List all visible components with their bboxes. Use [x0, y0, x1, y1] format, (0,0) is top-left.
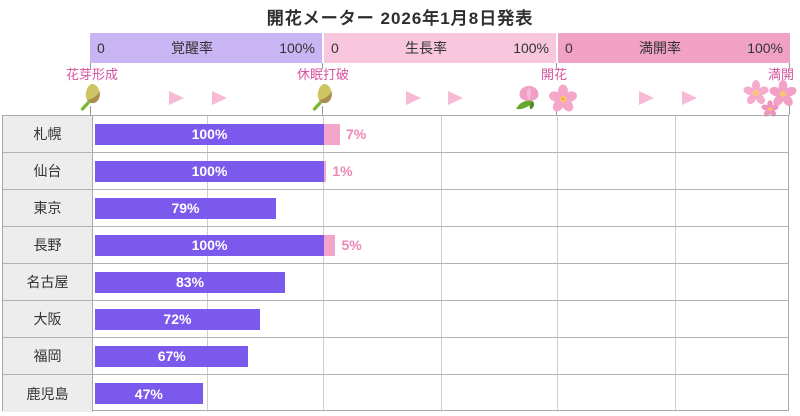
city-label: 福岡: [3, 338, 93, 374]
scale-min-label: 0: [565, 40, 573, 56]
city-label: 名古屋: [3, 264, 93, 300]
awakening-bar-label: 100%: [191, 237, 228, 253]
table-row: 大阪 72%: [3, 301, 788, 338]
axis-tick: [789, 106, 790, 115]
awakening-bar: 67%: [95, 345, 249, 367]
fullbloom-scale-bar: 0 満開率 100%: [558, 33, 790, 63]
table-row: 仙台 100% 1%: [3, 153, 788, 190]
table-row: 鹿児島 47%: [3, 375, 788, 412]
scale-name: 満開率: [638, 40, 681, 56]
table-row: 長野 100% 5%: [3, 227, 788, 264]
row-chart-area: 83%: [93, 264, 788, 300]
stage-label-dormancy-break: 休眠打破: [296, 67, 350, 82]
row-chart-area: 79%: [93, 190, 788, 226]
scale-min-label: 0: [331, 40, 339, 56]
awakening-bar: 100%: [95, 123, 324, 145]
awakening-bar-label: 72%: [163, 311, 192, 327]
stage-label-flowering: 開花: [540, 67, 568, 82]
city-label: 鹿児島: [3, 375, 93, 412]
growth-scale-bar: 0 生長率 100%: [324, 33, 556, 63]
scale-name: 生長率: [404, 40, 447, 56]
row-chart-area: 100% 1%: [93, 153, 788, 189]
city-label: 大阪: [3, 301, 93, 337]
arrow-right-icon: [406, 91, 421, 105]
awakening-bar-label: 100%: [191, 126, 228, 142]
table-row: 東京 79%: [3, 190, 788, 227]
cherry-blossom-icon: [549, 84, 577, 112]
axis-tick: [90, 106, 91, 115]
scale-max-label: 100%: [747, 40, 783, 56]
scale-name: 覚醒率: [170, 40, 213, 56]
scale-max-label: 100%: [513, 40, 549, 56]
axis-tick: [789, 63, 790, 69]
scale-min-label: 0: [97, 40, 105, 56]
bud-icon: [312, 83, 332, 111]
growth-bar: [324, 234, 336, 256]
arrow-right-icon: [448, 91, 463, 105]
awakening-bar: 100%: [95, 160, 324, 182]
page-title: 開花メーター 2026年1月8日発表: [266, 9, 534, 28]
growth-bar-label: 7%: [346, 126, 367, 142]
awakening-bar: 79%: [95, 197, 276, 219]
city-label: 札幌: [3, 116, 93, 152]
city-label: 仙台: [3, 153, 93, 189]
meter-table: 札幌 100% 7% 仙台 100% 1% 東京: [2, 115, 789, 412]
axis-tick: [322, 63, 323, 69]
axis-tick: [322, 106, 323, 115]
growth-bar-label: 5%: [341, 237, 362, 253]
awakening-scale-bar: 0 覚醒率 100%: [90, 33, 322, 63]
awakening-bar: 72%: [95, 308, 260, 330]
row-chart-area: 67%: [93, 338, 788, 374]
stage-label-full-bloom: 満開: [767, 67, 795, 82]
arrow-right-icon: [682, 91, 697, 105]
table-row: 名古屋 83%: [3, 264, 788, 301]
arrow-right-icon: [212, 91, 227, 105]
table-row: 札幌 100% 7%: [3, 116, 788, 153]
awakening-bar-label: 79%: [171, 200, 200, 216]
row-chart-area: 100% 7%: [93, 116, 788, 152]
scale-max-label: 100%: [279, 40, 315, 56]
awakening-bar-label: 100%: [191, 163, 228, 179]
awakening-bar: 47%: [95, 383, 203, 404]
city-label: 長野: [3, 227, 93, 263]
awakening-bar: 83%: [95, 271, 286, 293]
awakening-bar-label: 83%: [176, 274, 205, 290]
growth-bar-label: 1%: [332, 163, 353, 179]
bud-icon: [80, 83, 100, 111]
row-chart-area: 100% 5%: [93, 227, 788, 263]
awakening-bar-label: 47%: [134, 385, 163, 402]
axis-tick: [90, 63, 91, 69]
city-label: 東京: [3, 190, 93, 226]
table-row: 福岡 67%: [3, 338, 788, 375]
axis-tick: [556, 63, 557, 69]
row-chart-area: 72%: [93, 301, 788, 337]
growth-bar: [324, 160, 327, 182]
arrow-right-icon: [169, 91, 184, 105]
stage-label-bud-formation: 花芽形成: [65, 67, 119, 82]
awakening-bar-label: 67%: [157, 348, 186, 364]
blossom-cluster-icon: [743, 80, 797, 117]
awakening-bar: 100%: [95, 234, 324, 256]
growth-bar: [324, 123, 341, 145]
tulip-flower-icon: [516, 86, 539, 110]
row-chart-area: 47%: [93, 375, 788, 412]
arrow-right-icon: [639, 91, 654, 105]
